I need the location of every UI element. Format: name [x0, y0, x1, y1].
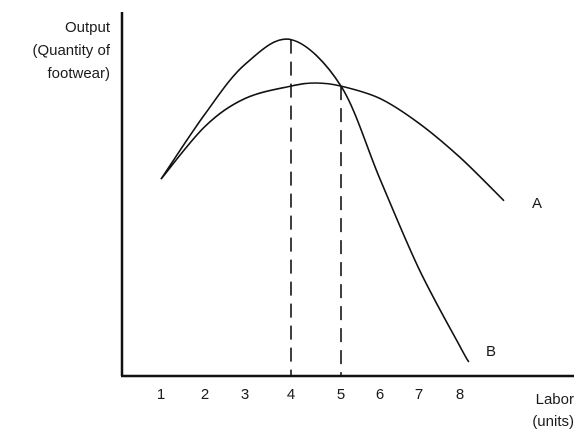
y-axis-label-line-3: footwear) [47, 65, 110, 82]
x-tick-label-6: 6 [376, 386, 384, 403]
y-axis-label-line-1: Output [65, 19, 111, 36]
reference-lines [290, 39, 342, 375]
y-axis-label-line-2: (Quantity of [32, 42, 110, 59]
x-tick-label-1: 1 [157, 386, 165, 403]
x-tick-label-4: 4 [287, 386, 295, 403]
x-tick-label-3: 3 [241, 386, 249, 403]
series-line-b [160, 38, 470, 363]
x-tick-label-8: 8 [456, 386, 464, 403]
series-label-b: B [486, 343, 496, 360]
series-label-a: A [532, 195, 542, 212]
x-tick-labels: 1 2 3 4 5 6 7 8 [157, 386, 464, 403]
x-axis-label: Labor (units) [532, 391, 574, 430]
x-tick-label-5: 5 [337, 386, 345, 403]
x-axis-label-line-1: Labor [536, 391, 574, 408]
x-tick-label-2: 2 [201, 386, 209, 403]
series-line-a [160, 82, 505, 202]
x-axis-label-line-2: (units) [532, 413, 574, 430]
series-labels: AB [486, 195, 542, 360]
x-tick-label-7: 7 [415, 386, 423, 403]
series-curves [160, 38, 505, 363]
y-axis-label: Output (Quantity of footwear) [32, 19, 110, 82]
